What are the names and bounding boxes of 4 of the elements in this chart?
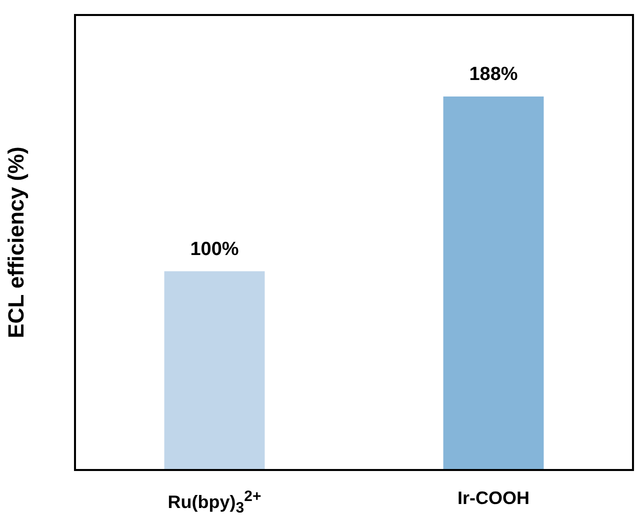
y-axis-title: ECL efficiency (%) xyxy=(3,146,28,338)
x-tick-label: Ir-COOH xyxy=(456,488,530,509)
data-label: 100% xyxy=(190,239,239,260)
data-label: 188% xyxy=(469,64,518,86)
